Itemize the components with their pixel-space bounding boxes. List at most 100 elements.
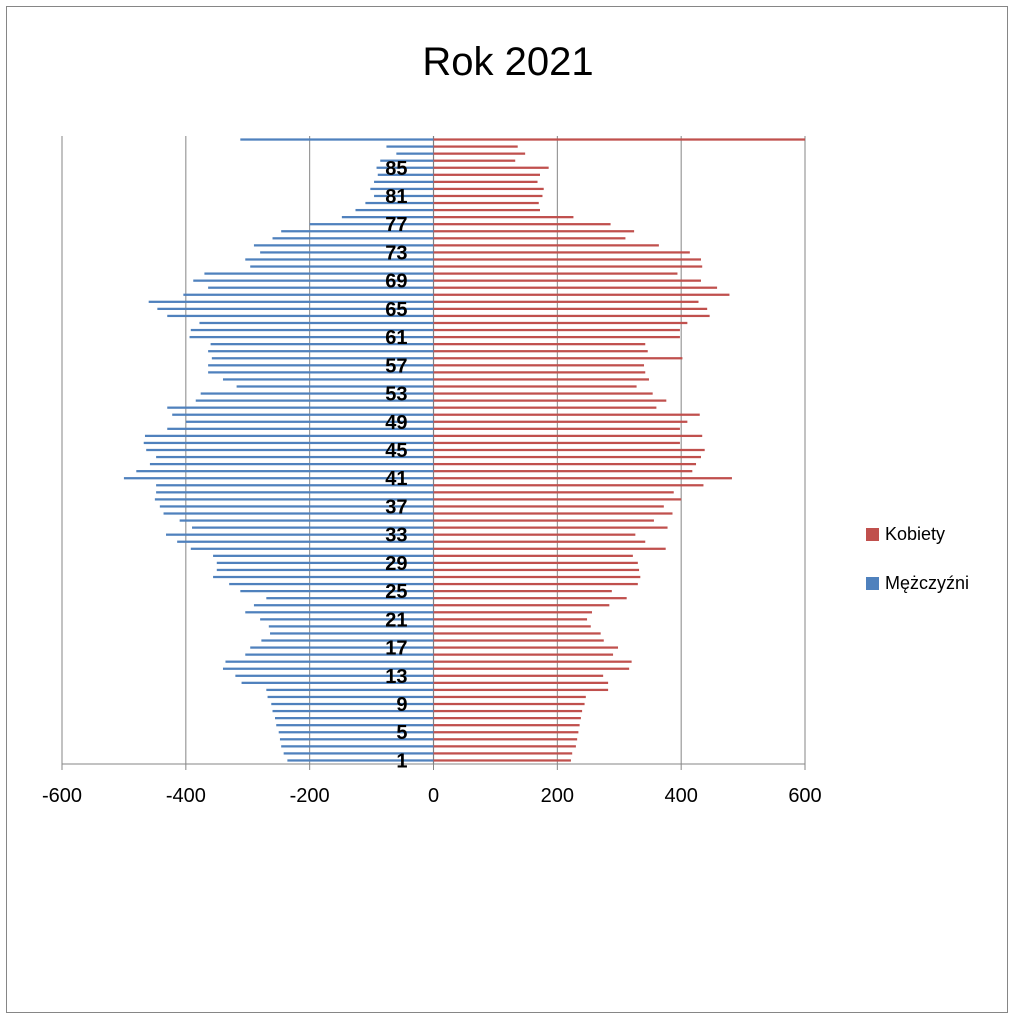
bar-mezczyzni-19 bbox=[270, 632, 434, 635]
y-tick-label: 69 bbox=[385, 271, 407, 293]
bar-kobiety-24 bbox=[433, 597, 627, 600]
bar-mezczyzni-13 bbox=[235, 674, 434, 677]
bar-mezczyzni-82 bbox=[370, 187, 434, 191]
bar-kobiety-2 bbox=[433, 752, 573, 755]
bar-mezczyzni-86 bbox=[380, 159, 434, 162]
bar-kobiety-5 bbox=[433, 731, 579, 734]
bar-kobiety-44 bbox=[433, 455, 701, 459]
bar-mezczyzni-16 bbox=[245, 653, 434, 656]
y-tick-label: 57 bbox=[385, 355, 407, 377]
y-tick-label: 5 bbox=[396, 722, 407, 744]
bar-mezczyzni-45 bbox=[146, 448, 434, 452]
bar-kobiety-37 bbox=[433, 505, 664, 508]
y-axis-labels: 1 5 9 13 17 21 25 29 33 37 41 45 49 53 57 61 65 69 73 77 81 8… bbox=[385, 158, 407, 773]
bar-mezczyzni-30 bbox=[213, 554, 434, 557]
bar-mezczyzni-12 bbox=[241, 681, 434, 684]
bar-kobiety-86 bbox=[433, 159, 516, 162]
bar-kobiety-58 bbox=[433, 357, 683, 360]
bar-kobiety-22 bbox=[433, 611, 593, 614]
bar-kobiety-66 bbox=[433, 300, 699, 303]
bar-kobiety-81 bbox=[433, 194, 543, 198]
bar-mezczyzni-28 bbox=[216, 568, 434, 572]
bar-kobiety-65 bbox=[433, 307, 708, 311]
y-tick-label: 61 bbox=[385, 327, 407, 349]
bar-kobiety-54 bbox=[433, 385, 637, 388]
bar-mezczyzni-5 bbox=[278, 731, 434, 734]
bar-kobiety-27 bbox=[433, 575, 641, 579]
y-tick-label: 49 bbox=[385, 412, 407, 434]
bar-kobiety-1 bbox=[433, 759, 571, 762]
y-tick-label: 77 bbox=[385, 214, 407, 236]
bar-kobiety-68 bbox=[433, 286, 718, 289]
bar-mezczyzni-31 bbox=[190, 547, 434, 550]
bar-mezczyzni-70 bbox=[204, 272, 434, 275]
bar-mezczyzni-63 bbox=[199, 321, 434, 325]
bar-kobiety-79 bbox=[433, 208, 540, 212]
bar-kobiety-67 bbox=[433, 293, 730, 296]
bar-mezczyzni-6 bbox=[276, 724, 434, 727]
bar-kobiety-73 bbox=[433, 251, 690, 254]
bar-kobiety-80 bbox=[433, 201, 539, 205]
bar-kobiety-18 bbox=[433, 639, 604, 642]
bar-kobiety-31 bbox=[433, 547, 666, 550]
bar-mezczyzni-88 bbox=[386, 145, 434, 148]
bar-mezczyzni-73 bbox=[260, 251, 434, 254]
y-tick-label: 41 bbox=[385, 468, 407, 490]
bar-kobiety-52 bbox=[433, 399, 667, 402]
bar-mezczyzni-49 bbox=[185, 420, 434, 423]
bar-kobiety-23 bbox=[433, 604, 610, 607]
bar-mezczyzni-89 bbox=[240, 138, 434, 141]
bar-kobiety-11 bbox=[433, 688, 609, 692]
bar-kobiety-62 bbox=[433, 328, 680, 332]
bar-mezczyzni-23 bbox=[253, 604, 434, 607]
bar-kobiety-39 bbox=[433, 491, 674, 494]
x-tick-label: 600 bbox=[788, 785, 821, 807]
bar-kobiety-36 bbox=[433, 512, 673, 515]
bar-kobiety-3 bbox=[433, 745, 576, 748]
legend-item-mezczyzni: Mężczyźni bbox=[866, 573, 969, 594]
bar-mezczyzni-56 bbox=[208, 371, 434, 374]
bar-kobiety-89 bbox=[433, 138, 805, 141]
bar-kobiety-60 bbox=[433, 343, 646, 346]
bar-kobiety-84 bbox=[433, 173, 540, 176]
bar-kobiety-8 bbox=[433, 709, 583, 713]
bar-mezczyzni-7 bbox=[274, 717, 434, 720]
bar-mezczyzni-2 bbox=[283, 752, 434, 755]
bar-mezczyzni-68 bbox=[208, 286, 434, 289]
bar-kobiety-56 bbox=[433, 371, 646, 374]
bar-kobiety-74 bbox=[433, 244, 659, 247]
bar-mezczyzni-54 bbox=[236, 385, 434, 388]
bar-mezczyzni-71 bbox=[250, 265, 434, 268]
bar-kobiety-25 bbox=[433, 589, 612, 593]
bar-kobiety-17 bbox=[433, 646, 619, 649]
x-axis: -600 -400 -200 0 200 400 600 bbox=[42, 763, 822, 807]
bar-kobiety-40 bbox=[433, 484, 704, 487]
y-tick-label: 53 bbox=[385, 384, 407, 406]
bar-mezczyzni-39 bbox=[156, 491, 434, 494]
bar-mezczyzni-3 bbox=[281, 745, 434, 748]
bar-mezczyzni-50 bbox=[172, 413, 434, 416]
bar-mezczyzni-36 bbox=[163, 512, 434, 515]
bar-mezczyzni-55 bbox=[222, 378, 434, 381]
bar-mezczyzni-46 bbox=[143, 441, 434, 445]
bar-mezczyzni-25 bbox=[240, 589, 434, 593]
bar-mezczyzni-66 bbox=[148, 300, 434, 303]
bar-mezczyzni-69 bbox=[193, 279, 434, 282]
y-tick-label: 1 bbox=[396, 750, 407, 772]
bar-kobiety-49 bbox=[433, 420, 688, 423]
bar-mezczyzni-53 bbox=[200, 392, 434, 395]
bar-kobiety-72 bbox=[433, 258, 701, 261]
bar-mezczyzni-21 bbox=[260, 618, 434, 621]
legend-label-mezczyzni: Mężczyźni bbox=[885, 573, 970, 593]
bar-mezczyzni-57 bbox=[208, 364, 434, 367]
bar-mezczyzni-52 bbox=[195, 399, 434, 402]
bar-mezczyzni-43 bbox=[149, 462, 434, 466]
bar-mezczyzni-85 bbox=[376, 166, 434, 169]
x-tick-label: 200 bbox=[541, 785, 574, 807]
bar-kobiety-59 bbox=[433, 350, 648, 353]
bar-kobiety-43 bbox=[433, 462, 697, 466]
bar-mezczyzni-41 bbox=[123, 477, 434, 480]
y-tick-label: 9 bbox=[396, 694, 407, 716]
bar-kobiety-38 bbox=[433, 498, 682, 501]
